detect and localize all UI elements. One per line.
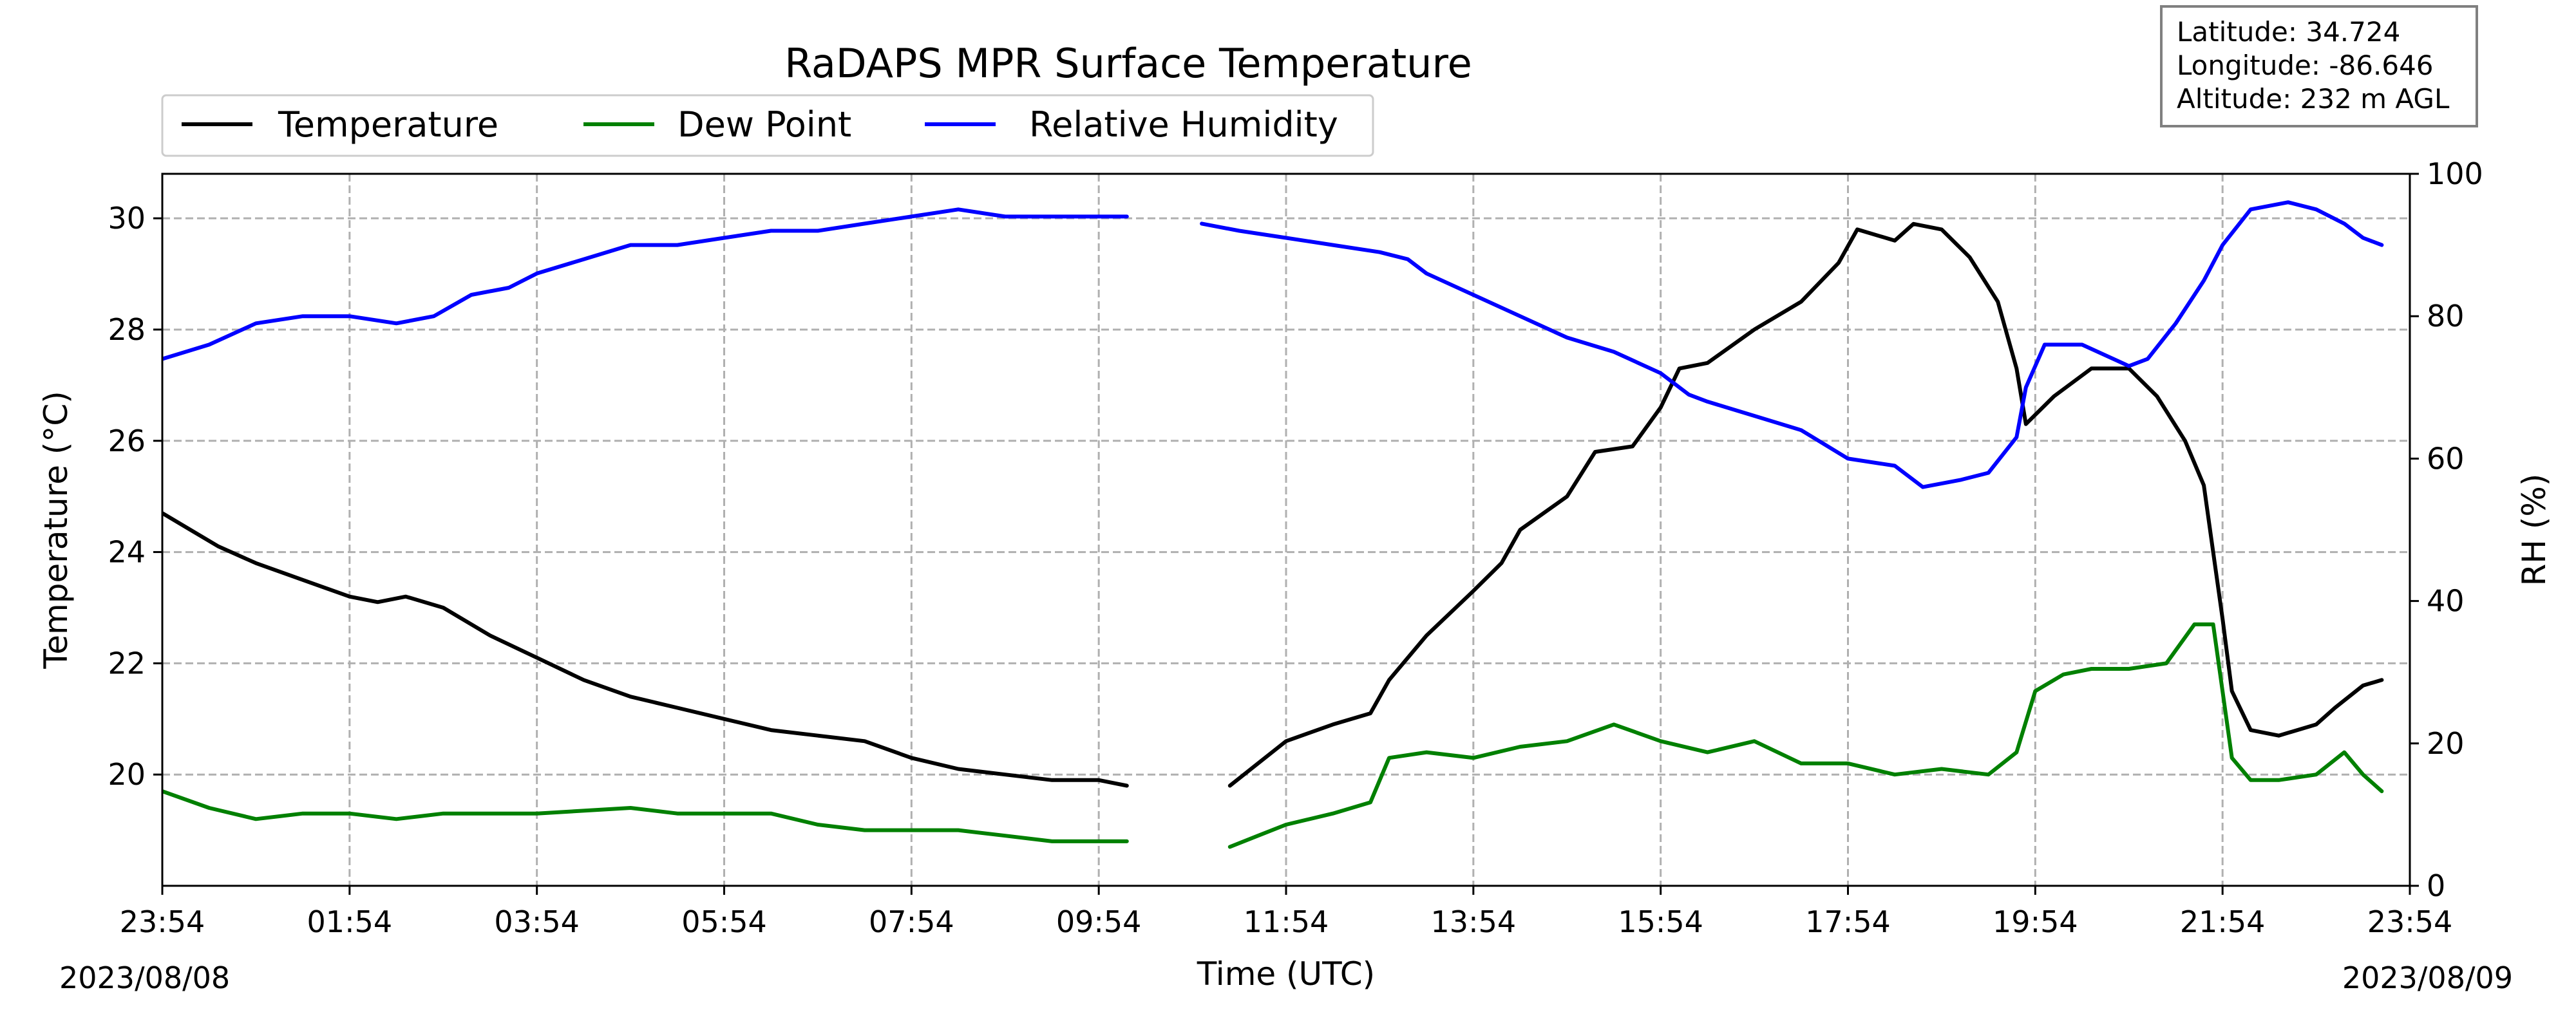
y2-tick-label: 20 — [2427, 726, 2465, 761]
x-tick-label: 01:54 — [307, 904, 393, 939]
x-tick-label: 03:54 — [494, 904, 580, 939]
start-date-label: 2023/08/08 — [59, 960, 230, 995]
series-line-dew-point — [1227, 622, 2384, 849]
y-tick-label: 30 — [108, 201, 146, 236]
series-line-dew-point — [2420, 774, 2504, 780]
legend-label-relative-humidity: Relative Humidity — [1029, 104, 1338, 145]
series-line-relative-humidity — [1200, 200, 2384, 489]
series-line-temperature — [2420, 675, 2504, 680]
y-tick-label: 20 — [108, 757, 146, 792]
x-tick-label: 05:54 — [681, 904, 767, 939]
info-altitude: Altitude: 232 m AGL — [2177, 83, 2450, 115]
x-tick-label: 07:54 — [869, 904, 954, 939]
x-tick-label: 13:54 — [1431, 904, 1517, 939]
series-line-temperature — [1227, 221, 2384, 788]
series-line-temperature — [162, 511, 1129, 788]
series-group — [162, 200, 2504, 849]
info-box-frame — [2160, 5, 2478, 127]
info-box: Latitude: 34.724 Longitude: -86.646 Alti… — [2160, 5, 2478, 127]
chart-title: RaDAPS MPR Surface Temperature — [784, 40, 1472, 87]
y-tick-label: 22 — [108, 646, 146, 680]
grid-layer — [162, 174, 2410, 886]
x-tick-label: 11:54 — [1244, 904, 1329, 939]
y2-axis-label: RH (%) — [2515, 474, 2553, 586]
x-tick-label: 09:54 — [1056, 904, 1142, 939]
axis-layer: 23:54 01:54 03:54 05:54 07:54 09:54 11:54 13:54… — [108, 156, 2483, 939]
series-line-relative-humidity — [162, 207, 1129, 361]
x-tick-label: 23:54 — [2367, 904, 2453, 939]
end-date-label: 2023/08/09 — [2342, 960, 2513, 995]
legend-label-dew-point: Dew Point — [677, 104, 851, 145]
y-axis-label: Temperature (°C) — [37, 391, 75, 670]
y2-tick-label: 80 — [2427, 299, 2465, 333]
series-layer — [162, 200, 2504, 849]
info-longitude: Longitude: -86.646 — [2177, 50, 2434, 81]
y-tick-label: 28 — [108, 312, 146, 347]
legend-box — [161, 94, 1374, 157]
y-tick-label: 24 — [108, 535, 146, 570]
y2-tick-label: 0 — [2427, 868, 2445, 903]
series-line-relative-humidity — [2420, 238, 2504, 252]
y2-tick-label: 40 — [2427, 584, 2465, 619]
x-tick-label: 23:54 — [120, 904, 205, 939]
y2-tick-label: 60 — [2427, 441, 2465, 476]
y-tick-label: 26 — [108, 424, 146, 458]
x-tick-label: 21:54 — [2180, 904, 2266, 939]
x-tick-label: 15:54 — [1618, 904, 1703, 939]
x-tick-label: 17:54 — [1805, 904, 1891, 939]
x-axis-label: Time (UTC) — [1197, 955, 1375, 993]
x-tick-label: 19:54 — [1993, 904, 2078, 939]
info-latitude: Latitude: 34.724 — [2177, 16, 2400, 48]
series-line-dew-point — [162, 789, 1129, 843]
legend: Temperature Dew Point Relative Humidity — [161, 94, 1374, 157]
y2-tick-label: 100 — [2427, 156, 2483, 191]
legend-label-temperature: Temperature — [278, 104, 498, 145]
